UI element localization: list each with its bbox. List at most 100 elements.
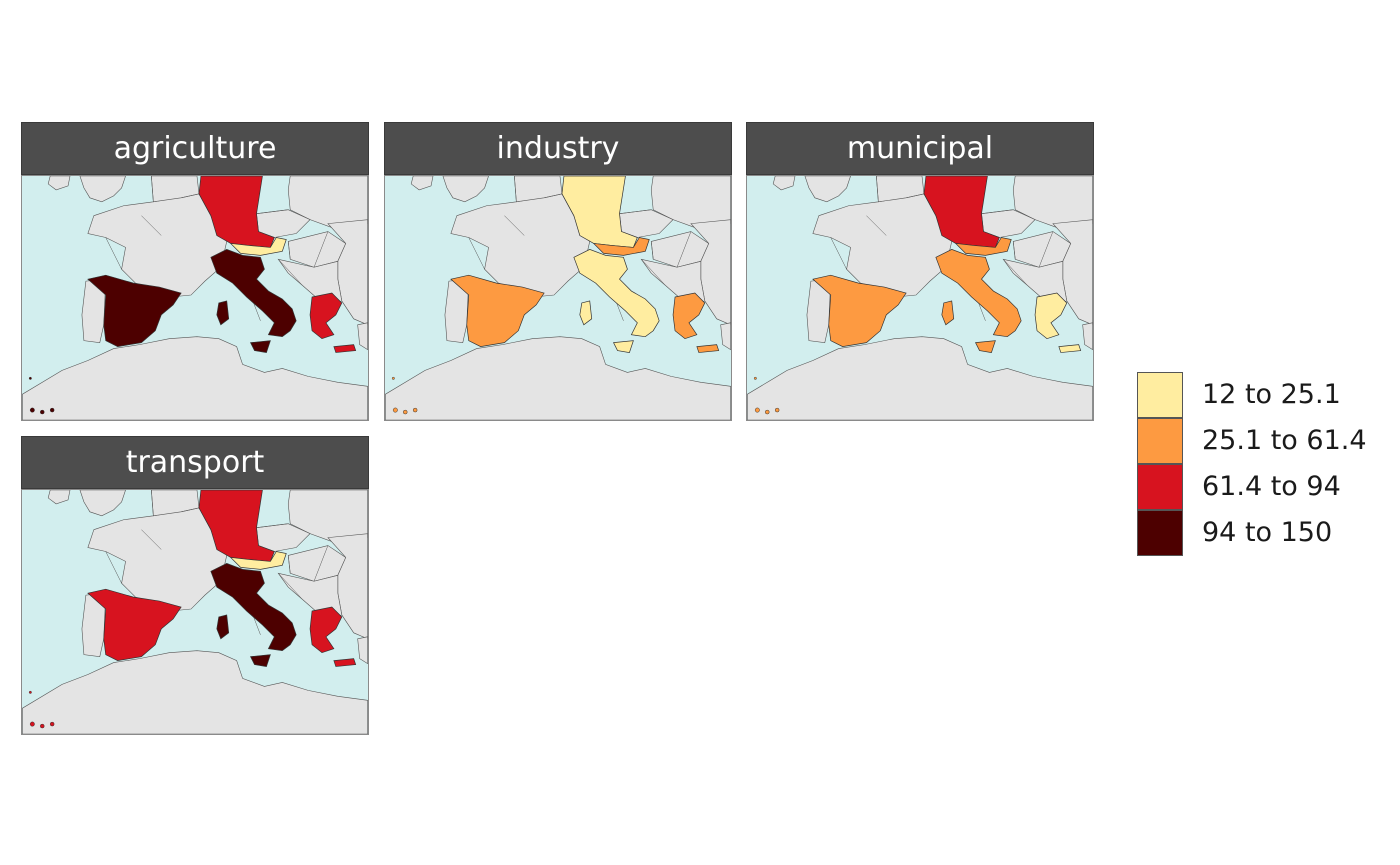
country-border <box>278 573 303 600</box>
north-africa-shape <box>385 336 731 420</box>
island-canary <box>412 407 418 413</box>
island-canary <box>28 690 32 694</box>
country-border <box>876 176 879 202</box>
turkey-shape <box>720 322 731 351</box>
ireland-shape <box>410 176 434 191</box>
country-sardinia <box>216 300 230 326</box>
panel-municipal: municipal <box>746 122 1094 421</box>
island-canary <box>29 407 35 413</box>
uk-shape <box>442 176 489 203</box>
country-sicily <box>250 654 271 667</box>
poland-shape <box>287 176 368 228</box>
country-border <box>287 241 291 260</box>
country-crete <box>696 344 720 353</box>
island-canary <box>774 407 780 413</box>
country-border <box>151 490 154 516</box>
map <box>21 489 369 735</box>
country-sicily <box>975 340 996 353</box>
country-spain <box>812 274 907 347</box>
legend-item: 61.4 to 94 <box>1137 464 1397 510</box>
legend-label: 94 to 150 <box>1202 517 1333 548</box>
country-border <box>981 209 1014 214</box>
island-canary <box>49 721 55 727</box>
turkey-shape <box>1082 322 1093 351</box>
country-border <box>504 215 525 236</box>
panel-title: agriculture <box>21 122 369 175</box>
map-svg <box>747 176 1093 420</box>
poland-shape <box>1012 176 1093 228</box>
panel-industry: industry <box>384 122 732 421</box>
north-africa-shape <box>22 650 368 734</box>
country-spain <box>87 588 182 661</box>
country-border <box>313 231 329 268</box>
panel-transport: transport <box>21 436 369 735</box>
country-border <box>313 545 329 582</box>
ireland-shape <box>772 176 796 191</box>
island-canary <box>754 407 760 413</box>
country-austria <box>954 237 1012 256</box>
ireland-shape <box>47 490 71 505</box>
country-border <box>641 259 666 286</box>
country-border <box>105 237 122 270</box>
island-canary <box>765 409 770 415</box>
country-border <box>141 215 162 236</box>
island-canary <box>753 376 757 380</box>
country-sardinia <box>579 300 593 326</box>
country-greece <box>1034 292 1068 340</box>
country-greece <box>672 292 706 340</box>
country-spain <box>87 274 182 347</box>
country-border <box>1038 231 1054 268</box>
map-svg <box>385 176 731 420</box>
country-border <box>619 209 652 214</box>
country-border <box>468 237 485 270</box>
legend-item: 94 to 150 <box>1137 510 1397 556</box>
map-svg <box>22 490 368 734</box>
country-border <box>1003 259 1028 286</box>
north-africa-shape <box>22 336 368 420</box>
country-sardinia <box>216 614 230 640</box>
legend-label: 12 to 25.1 <box>1202 379 1341 410</box>
country-crete <box>333 658 357 667</box>
country-border <box>141 529 162 550</box>
legend-swatch <box>1137 464 1183 510</box>
country-sicily <box>613 340 634 353</box>
uk-shape <box>79 176 126 203</box>
country-border <box>514 176 517 202</box>
turkey-shape <box>357 322 368 351</box>
country-sardinia <box>941 300 955 326</box>
island-canary <box>49 407 55 413</box>
island-canary <box>29 721 35 727</box>
panel-title: industry <box>384 122 732 175</box>
country-border <box>256 209 289 214</box>
country-italy <box>210 249 297 338</box>
country-crete <box>1058 344 1082 353</box>
uk-shape <box>79 490 126 517</box>
map <box>746 175 1094 421</box>
north-africa-shape <box>747 336 1093 420</box>
island-canary <box>391 376 395 380</box>
map-svg <box>22 176 368 420</box>
country-greece <box>309 292 343 340</box>
island-canary <box>40 409 45 415</box>
country-austria <box>229 237 287 256</box>
country-border <box>906 193 925 199</box>
country-border <box>287 555 291 574</box>
legend-swatch <box>1137 372 1183 418</box>
country-italy <box>935 249 1022 338</box>
country-border <box>866 215 887 236</box>
uk-shape <box>804 176 851 203</box>
country-border <box>830 237 847 270</box>
poland-shape <box>287 490 368 542</box>
legend-item: 25.1 to 61.4 <box>1137 418 1397 464</box>
legend-label: 25.1 to 61.4 <box>1202 425 1367 456</box>
island-canary <box>403 409 408 415</box>
country-austria <box>229 551 287 570</box>
country-border <box>105 551 122 584</box>
panel-title: municipal <box>746 122 1094 175</box>
island-canary <box>40 723 45 729</box>
country-crete <box>333 344 357 353</box>
turkey-shape <box>357 636 368 665</box>
panel-agriculture: agriculture <box>21 122 369 421</box>
legend-swatch <box>1137 418 1183 464</box>
country-border <box>544 193 563 199</box>
